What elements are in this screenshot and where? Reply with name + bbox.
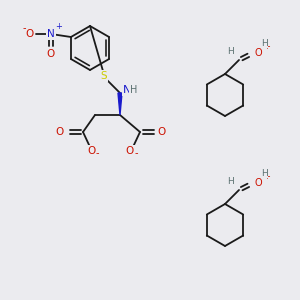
- Text: +: +: [263, 42, 270, 51]
- Text: +: +: [55, 22, 62, 31]
- Text: H: H: [226, 47, 233, 56]
- Text: -: -: [23, 23, 26, 33]
- Text: O: O: [87, 146, 95, 156]
- Text: +: +: [263, 172, 270, 181]
- Text: H: H: [226, 178, 233, 187]
- Text: S: S: [101, 71, 107, 81]
- Text: -: -: [96, 148, 100, 158]
- Polygon shape: [118, 93, 122, 115]
- Text: O: O: [158, 127, 166, 137]
- Text: O: O: [254, 178, 262, 188]
- Text: H: H: [261, 169, 267, 178]
- Text: H: H: [261, 38, 267, 47]
- Text: O: O: [47, 49, 55, 59]
- Text: H: H: [130, 85, 137, 95]
- Text: O: O: [56, 127, 64, 137]
- Text: N: N: [123, 85, 131, 95]
- Text: N: N: [47, 29, 55, 39]
- Text: O: O: [26, 29, 34, 39]
- Text: -: -: [135, 148, 139, 158]
- Text: O: O: [254, 48, 262, 58]
- Text: O: O: [126, 146, 134, 156]
